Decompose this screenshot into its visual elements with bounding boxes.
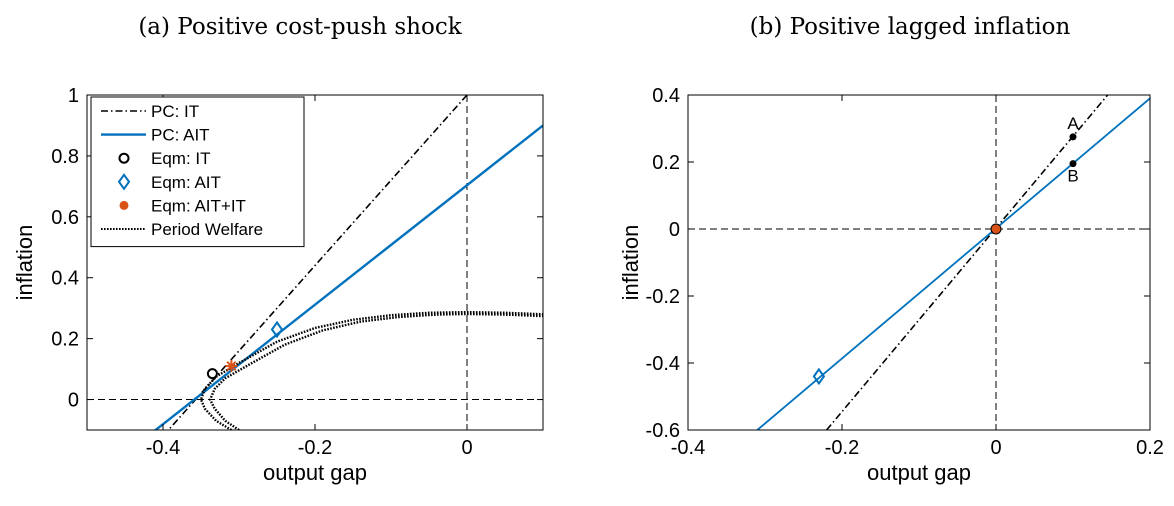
panel-a-legend-item-4-swatch	[119, 200, 129, 210]
panel-a-ytick-label: 0.4	[51, 268, 79, 290]
panel-a-series-3-marker	[270, 320, 284, 339]
panel-b-title: (b) Positive lagged inflation	[749, 14, 1071, 40]
panel-a-legend-item-3-swatch	[117, 173, 131, 191]
panel-a-legend: PC: IT PC: AIT Eqm: IT Eqm: AIT Eqm: AIT+IT P…	[90, 96, 305, 248]
asterisk-stroke	[226, 361, 237, 371]
panel-a-ytick-label: 0.6	[51, 207, 79, 229]
panel-a-legend-item-1-label: PC: AIT	[151, 126, 210, 145]
panel-a-series-4-marker	[225, 360, 238, 373]
panel-a-xtick-label: 0	[461, 437, 472, 459]
panel-a-series	[153, 95, 543, 430]
panel-a-legend-item-5-label: Period Welfare	[151, 220, 263, 239]
panel-a-xtick-label: -0.4	[146, 437, 180, 459]
panel-a-series-1-line	[153, 124, 543, 430]
panel-a-legend-item-4-label: Eqm: AIT+IT	[151, 196, 246, 215]
panel-a-ytick-label: 0.8	[51, 146, 79, 168]
panel-a-series-2-marker	[206, 368, 218, 380]
panel-a-legend-item-0-label: PC: IT	[151, 102, 199, 121]
panel-a-plot: -0.4 -0.2 0 0 0.2 0.4 0.6 0.8 1 output gap inflati…	[12, 85, 544, 485]
panel-a-series-0-line	[167, 95, 468, 430]
panel-a-legend-item-3-label: Eqm: AIT	[151, 173, 221, 192]
panel-a-title: (a) Positive cost-push shock	[138, 14, 462, 40]
panel-a-ylabel: inflation	[12, 225, 37, 301]
panel-a-ytick-label: 0.2	[51, 329, 79, 351]
panel-a-legend-item-2-swatch	[118, 152, 130, 164]
panel-a-ytick-label: 1	[68, 85, 79, 107]
panel-a-xtick-label: -0.2	[298, 437, 332, 459]
panel-a-series-5-line	[199, 310, 543, 430]
panel-a-ytick-label: 0	[68, 390, 79, 412]
panel-a-xlabel: output gap	[263, 460, 367, 485]
panel-a-legend-box	[90, 96, 305, 248]
panel-a-series-6-line	[208, 312, 543, 430]
panel-a-legend-item-2-label: Eqm: IT	[151, 149, 211, 168]
